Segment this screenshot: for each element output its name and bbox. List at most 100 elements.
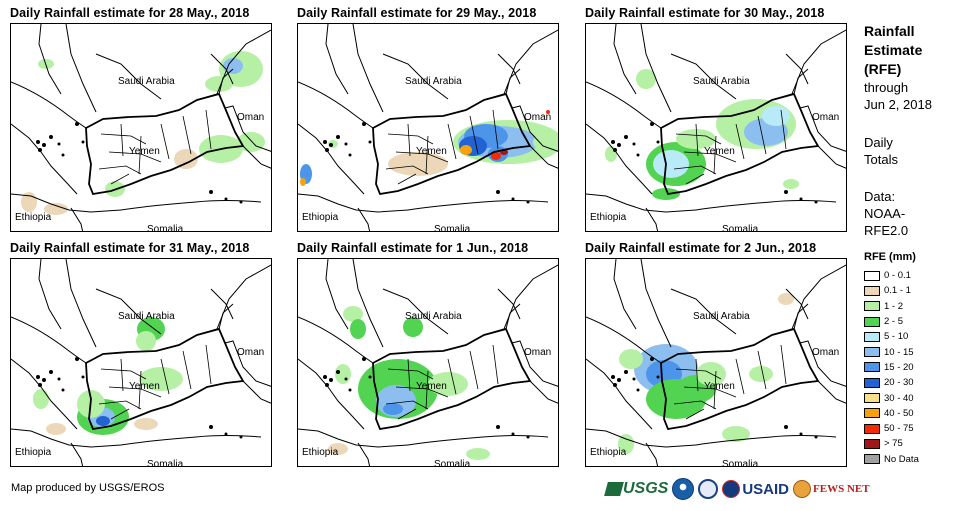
border-line [325,24,349,95]
legend-swatch [864,331,880,342]
country-label-saudi-arabia: Saudi Arabia [118,311,175,322]
governorate-boundary [469,350,479,390]
rainfall-area [174,149,198,169]
governorate-boundary [685,408,705,420]
island-mark [36,375,40,379]
rainfall-area [134,418,158,430]
legend-label: 50 - 75 [884,423,914,435]
governorate-boundary [735,358,745,395]
island-mark [799,197,803,201]
island-mark [511,197,515,201]
island-mark [209,425,213,429]
border-line [65,24,97,113]
border-line [793,68,809,95]
rainfall-area [460,145,472,155]
governorate-boundary [385,165,429,175]
country-label-yemen: Yemen [129,146,160,157]
border-line [586,428,697,448]
border-line [586,358,653,430]
border-line [196,264,271,336]
border-line [511,105,558,152]
governorate-boundary [205,109,212,150]
border-line [407,435,549,446]
border-line [11,358,78,430]
rainfall-area [652,188,680,200]
island-mark [613,383,617,387]
governorate-boundary [110,173,130,185]
rainfall-area [619,349,643,369]
governorate-boundary [160,123,170,160]
rainfall-map: Saudi Arabia Oman Yemen Ethiopia Somalia [10,23,272,232]
border-line [505,68,521,95]
border-line [799,340,846,387]
island-mark [511,432,515,436]
legend-heading: Rainfall Estimate (RFE) [864,22,922,79]
country-label-oman: Oman [812,347,840,358]
legend-title: RFE (mm) [864,251,916,263]
governorate-boundary [695,358,699,392]
island-mark [368,140,372,144]
legend-swatch [864,285,880,296]
island-mark [636,153,640,157]
rainfall-area [139,367,183,391]
country-label-yemen: Yemen [704,146,735,157]
rainfall-area [653,150,689,178]
legend-label: 0.1 - 1 [884,285,911,297]
border-line [325,259,349,330]
rainfall-map: Saudi Arabia Oman Yemen Ethiopia Somalia [585,258,847,467]
rainfall-area [618,434,634,454]
island-mark [329,143,333,147]
island-mark [799,432,803,436]
island-mark [325,148,329,152]
island-mark [496,425,500,429]
yemen-border [372,327,532,431]
legend-swatch [864,438,880,449]
usaid-seal-icon [722,480,741,498]
legend-item: 50 - 75 [864,421,919,436]
island-mark [49,135,53,139]
yemen-border [660,92,820,196]
map-canvas [11,24,271,231]
border-line [382,53,449,100]
rainfall-map: Saudi Arabia Oman Yemen Ethiopia Somalia [585,23,847,232]
country-label-yemen: Yemen [129,381,160,392]
island-mark [526,435,530,439]
governorate-boundary [780,344,787,385]
legend-label: 20 - 30 [884,377,914,389]
island-mark [650,122,654,126]
legend-label: 0 - 0.1 [884,270,911,282]
border-line [645,442,659,466]
yemen-border [372,92,532,196]
governorate-boundary [447,358,457,395]
data-source-line: NOAA- [864,206,906,221]
border-line [352,259,384,348]
legend-swatch [864,423,880,434]
daily-totals: Daily Totals [864,134,898,168]
island-mark [38,383,42,387]
border-line [817,380,846,404]
governorate-boundary [469,115,479,155]
governorate-boundary [182,350,192,390]
island-mark [348,388,352,392]
rainfall-area [136,331,156,351]
governorate-boundary [160,358,170,395]
legend-item: 0.1 - 1 [864,283,919,298]
border-line [357,442,371,466]
island-mark [348,153,352,157]
island-mark [57,142,61,146]
usgs-logo-text: USGS [623,480,669,497]
country-label-ethiopia: Ethiopia [590,212,627,223]
governorate-boundary [407,123,411,157]
rainfall-area [722,426,750,442]
island-mark [611,140,615,144]
island-mark [42,143,46,147]
country-label-somalia: Somalia [147,224,184,232]
data-source-line: RFE2.0 [864,223,909,238]
border-line [224,340,271,387]
island-mark [336,370,340,374]
island-mark [624,135,628,139]
island-mark [368,375,372,379]
country-label-yemen: Yemen [704,381,735,392]
island-mark [362,357,366,361]
border-line [497,53,521,85]
